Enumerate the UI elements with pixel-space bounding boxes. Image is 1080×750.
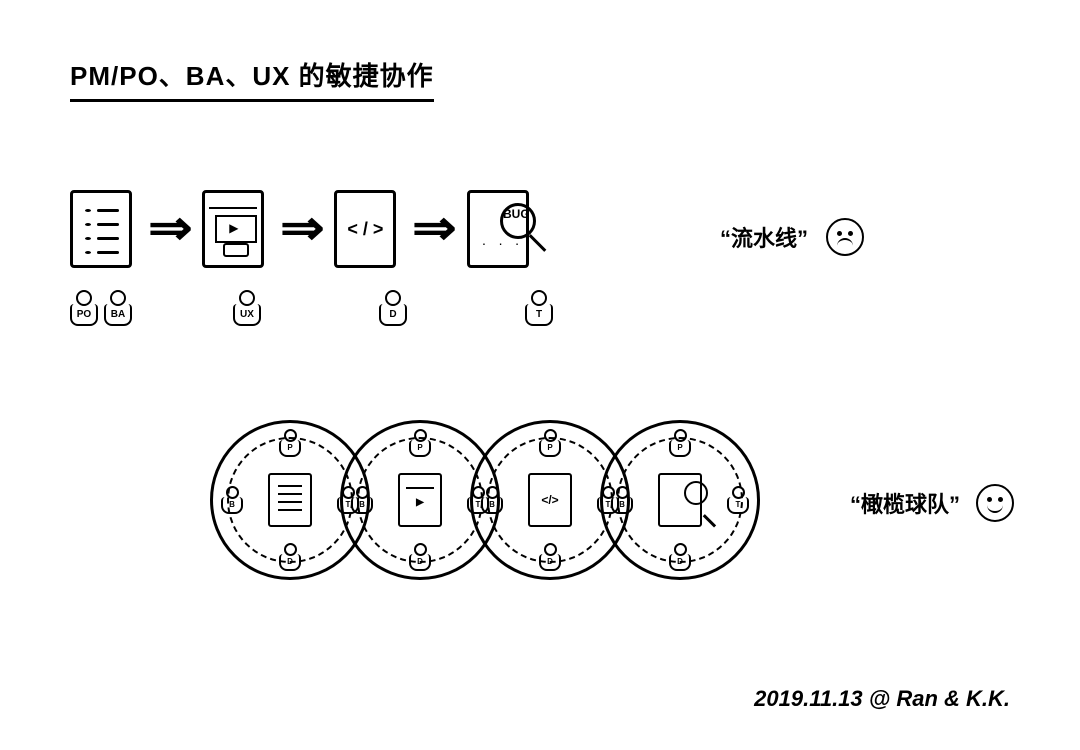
- ring-person-icon: B: [351, 486, 373, 514]
- rugby-ring-4: P B T D: [600, 420, 760, 580]
- person-tester-icon: T: [525, 290, 553, 326]
- ring-person-icon: D: [539, 543, 561, 571]
- artifact-code-icon: < / >: [334, 190, 396, 268]
- sad-face-icon: [826, 218, 864, 256]
- rugby-label: “橄榄球队”: [850, 484, 1014, 522]
- arrow-icon: ⇒: [281, 205, 319, 253]
- rugby-label-text: “橄榄球队”: [850, 487, 960, 519]
- rugby-ring-3: </> P B T D: [470, 420, 630, 580]
- ring-person-icon: D: [669, 543, 691, 571]
- arrow-icon: ⇒: [413, 205, 451, 253]
- person-ux-icon: UX: [233, 290, 261, 326]
- ring-artifact-ui-icon: [398, 473, 442, 527]
- artifact-requirements-list-icon: [70, 190, 132, 268]
- artifact-ui-mockup-icon: [202, 190, 264, 268]
- diagram-title: PM/PO、BA、UX 的敏捷协作: [70, 56, 434, 102]
- pipeline-label-text: “流水线”: [720, 221, 808, 253]
- pipeline-label: “流水线”: [720, 218, 864, 256]
- ring-person-icon: B: [611, 486, 633, 514]
- ring-artifact-test-icon: [658, 473, 702, 527]
- ring-person-icon: D: [279, 543, 301, 571]
- rugby-row: P B T D P B T D </> P B T D P B T D: [210, 420, 730, 580]
- ring-person-icon: D: [409, 543, 431, 571]
- ring-person-icon: P: [539, 429, 561, 457]
- happy-face-icon: [976, 484, 1014, 522]
- ring-artifact-code-icon: </>: [528, 473, 572, 527]
- ring-person-icon: B: [221, 486, 243, 514]
- rugby-ring-2: P B T D: [340, 420, 500, 580]
- person-dev-icon: D: [379, 290, 407, 326]
- ring-artifact-list-icon: [268, 473, 312, 527]
- signature: 2019.11.13 @ Ran & K.K.: [754, 686, 1010, 712]
- ring-person-icon: P: [279, 429, 301, 457]
- person-po-icon: PO: [70, 290, 98, 326]
- ring-person-icon: P: [669, 429, 691, 457]
- diagram-canvas: PM/PO、BA、UX 的敏捷协作 ⇒ ⇒ < / > ⇒ BUG· · · P…: [0, 0, 1080, 750]
- ring-person-icon: B: [481, 486, 503, 514]
- person-ba-icon: BA: [104, 290, 132, 326]
- arrow-icon: ⇒: [148, 205, 186, 253]
- pipeline-row: ⇒ ⇒ < / > ⇒ BUG· · ·: [70, 190, 529, 268]
- ring-person-icon: T: [727, 486, 749, 514]
- rugby-ring-1: P B T D: [210, 420, 370, 580]
- ring-person-icon: P: [409, 429, 431, 457]
- artifact-test-icon: BUG· · ·: [467, 190, 529, 268]
- pipeline-people: PO BA UX D T: [70, 290, 570, 326]
